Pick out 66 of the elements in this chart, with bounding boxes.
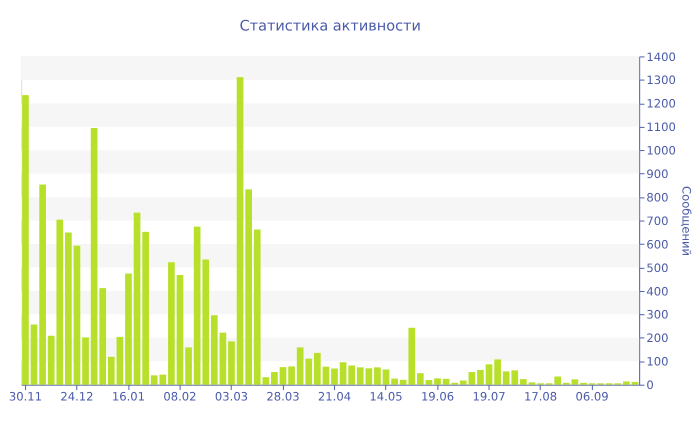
bar bbox=[572, 379, 578, 385]
chart-title: Статистика активности bbox=[240, 18, 421, 34]
y-tick-label: 1200 bbox=[646, 96, 676, 111]
bar bbox=[108, 356, 115, 385]
bar bbox=[142, 232, 149, 385]
bar bbox=[511, 370, 518, 385]
bar bbox=[245, 189, 252, 385]
bar bbox=[56, 220, 64, 385]
bar bbox=[220, 332, 226, 385]
bar bbox=[296, 347, 304, 385]
bar bbox=[408, 328, 416, 385]
y-tick-label: 300 bbox=[646, 308, 669, 322]
bar bbox=[494, 359, 501, 385]
bar bbox=[460, 380, 467, 385]
bar bbox=[356, 367, 364, 385]
bar bbox=[348, 365, 356, 385]
bar bbox=[632, 382, 638, 385]
y-tick-label: 400 bbox=[646, 284, 669, 298]
bar bbox=[168, 262, 175, 385]
bar bbox=[150, 375, 158, 385]
bar bbox=[116, 336, 124, 385]
bar bbox=[210, 315, 218, 385]
y-tick-label: 100 bbox=[646, 354, 669, 369]
y-tick-label: 0 bbox=[646, 378, 654, 392]
y-tick-label: 1100 bbox=[646, 120, 676, 134]
bar bbox=[99, 288, 106, 385]
bar bbox=[202, 259, 210, 385]
bar bbox=[90, 128, 98, 385]
bar bbox=[305, 358, 312, 385]
bar bbox=[468, 372, 476, 385]
x-tick-label: 14.05 bbox=[369, 390, 403, 404]
bar bbox=[502, 371, 510, 385]
x-tick-label: 03.03 bbox=[214, 390, 248, 404]
bar bbox=[262, 377, 270, 385]
bar bbox=[365, 368, 372, 385]
x-tick-label: 30.11 bbox=[8, 390, 42, 404]
x-tick-label: 17.08 bbox=[524, 390, 558, 404]
bar bbox=[520, 379, 527, 385]
y-tick-label: 600 bbox=[646, 237, 669, 252]
bar bbox=[194, 226, 200, 385]
x-tick-label: 24.12 bbox=[60, 390, 94, 404]
x-tick-label: 19.07 bbox=[472, 390, 506, 404]
bar bbox=[65, 232, 72, 385]
bar bbox=[48, 336, 55, 385]
bar bbox=[554, 376, 562, 385]
bar bbox=[442, 378, 450, 385]
y-tick-label: 1400 bbox=[646, 50, 676, 64]
bar bbox=[159, 374, 166, 385]
y-tick-label: 1300 bbox=[646, 73, 676, 88]
y-tick-label: 1000 bbox=[646, 144, 676, 158]
bar bbox=[417, 373, 424, 385]
x-tick-label: 08.02 bbox=[163, 390, 197, 404]
y-tick-label: 700 bbox=[646, 214, 669, 228]
x-tick-label: 19.06 bbox=[420, 390, 454, 404]
y-tick-label: 500 bbox=[646, 260, 669, 275]
bar bbox=[254, 229, 261, 385]
y-tick-label: 200 bbox=[646, 331, 669, 346]
y-axis-title: Сообщений bbox=[680, 186, 694, 256]
y-tick-label: 900 bbox=[646, 167, 669, 182]
x-tick-label: 16.01 bbox=[112, 390, 146, 404]
x-tick-label: 28.03 bbox=[266, 390, 300, 404]
x-tick-label: 06.09 bbox=[575, 390, 609, 404]
y-tick-label: 800 bbox=[646, 190, 669, 204]
x-tick-label: 21.04 bbox=[318, 390, 352, 404]
bar bbox=[314, 352, 321, 385]
bar bbox=[39, 184, 46, 385]
